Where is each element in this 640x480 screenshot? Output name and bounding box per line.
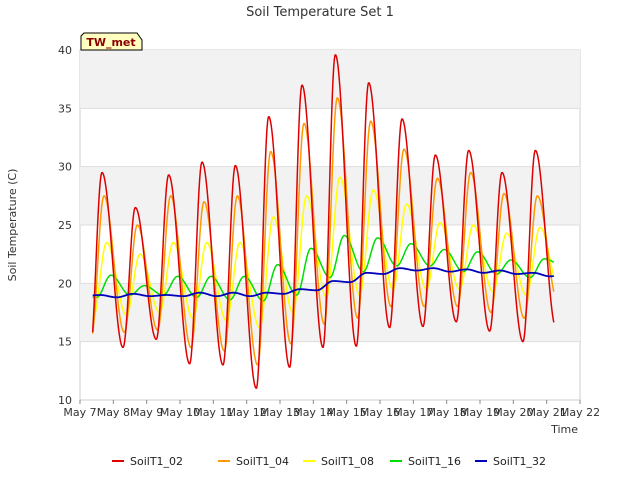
y-tick-label: 15	[58, 336, 72, 349]
legend-label: SoilT1_16	[408, 455, 461, 468]
x-tick-label: May 21	[527, 406, 567, 419]
y-tick-label: 35	[58, 102, 72, 115]
y-tick-label: 40	[58, 44, 72, 57]
series-line-soilt1-02	[91, 54, 555, 389]
x-tick-label: May 16	[360, 406, 400, 419]
legend: SoilT1_02 SoilT1_04 SoilT1_08 SoilT1_16 Soil…	[112, 455, 546, 468]
x-tick-label: May 11	[193, 406, 233, 419]
legend-item: SoilT1_32	[475, 455, 546, 468]
x-tick-label: May 7	[63, 406, 96, 419]
legend-label: SoilT1_02	[130, 455, 183, 468]
grid-band	[80, 50, 580, 109]
grid-band	[80, 283, 580, 342]
x-tick-label: May 10	[160, 406, 200, 419]
x-tick-label: May 14	[293, 406, 333, 419]
x-tick-label: May 19	[460, 406, 500, 419]
x-tick-label: May 22	[560, 406, 600, 419]
legend-item: SoilT1_08	[303, 455, 374, 468]
y-tick-label: 20	[58, 277, 72, 290]
x-tick-label: May 9	[130, 406, 163, 419]
legend-label: SoilT1_04	[236, 455, 289, 468]
annotation-box	[80, 32, 143, 51]
annotation-tag: TW_met	[80, 32, 143, 51]
legend-label: SoilT1_32	[493, 455, 546, 468]
y-tick-label: 30	[58, 161, 72, 174]
x-tick-label: May 18	[427, 406, 467, 419]
series-line-soilt1-16	[92, 234, 555, 302]
legend-item: SoilT1_16	[390, 455, 461, 468]
x-axis-label: Time	[550, 423, 578, 436]
annotation-label: TW_met	[86, 36, 135, 49]
x-tick-label: May 8	[97, 406, 130, 419]
y-axis-label: Soil Temperature (C)	[6, 169, 19, 282]
x-tick-label: May 20	[493, 406, 533, 419]
y-axis-ticks: 10 15 20 25 30 35 40	[58, 44, 72, 407]
x-tick-label: May 12	[227, 406, 267, 419]
y-tick-label: 10	[58, 394, 72, 407]
series-line-soilt1-08	[92, 176, 555, 329]
x-tick-label: May 15	[327, 406, 367, 419]
x-tick-label: May 17	[393, 406, 433, 419]
series-line-soilt1-32	[92, 267, 554, 299]
chart-title: Soil Temperature Set 1	[246, 5, 394, 20]
legend-item: SoilT1_04	[218, 455, 289, 468]
legend-item: SoilT1_02	[112, 455, 183, 468]
legend-label: SoilT1_08	[321, 455, 374, 468]
series-lines	[91, 54, 555, 389]
y-tick-label: 25	[58, 219, 72, 232]
x-tick-label: May 13	[260, 406, 300, 419]
